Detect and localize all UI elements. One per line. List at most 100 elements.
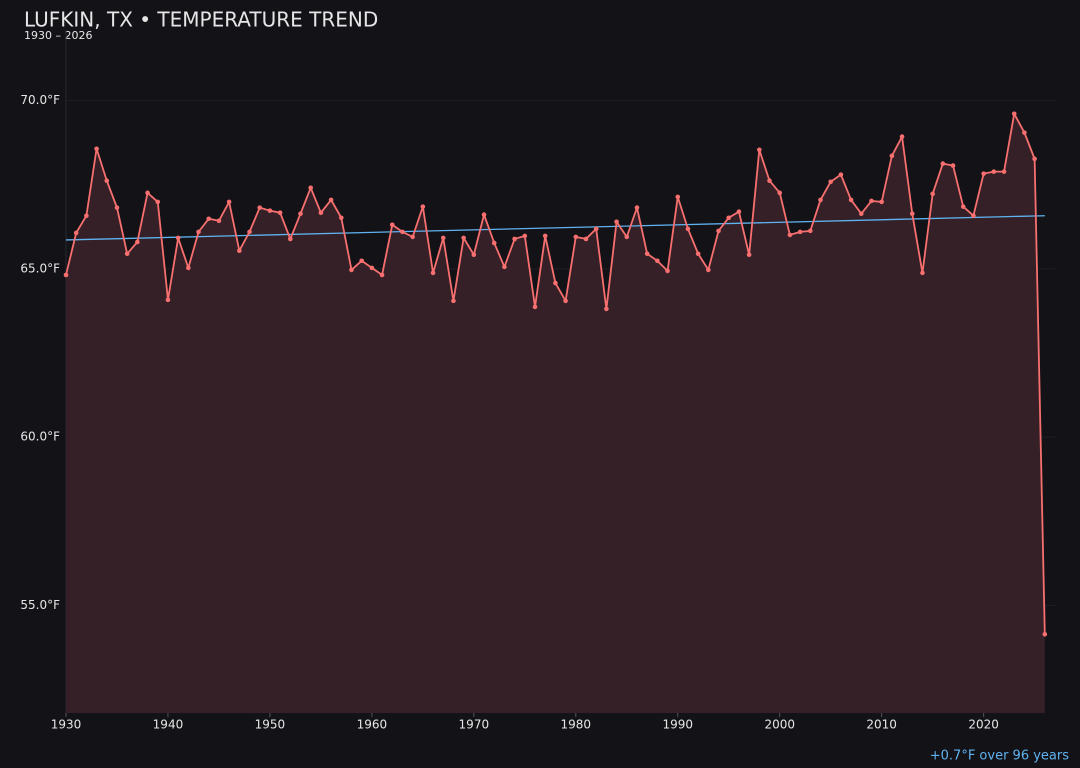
point [63,272,69,278]
point [491,240,497,246]
x-tick-label: 1940 [153,718,184,732]
point [563,298,568,304]
point [889,153,895,159]
point [899,134,905,139]
point [165,297,171,303]
point [512,236,517,242]
point [583,236,589,242]
x-tick-label: 2000 [764,718,795,732]
point [665,268,670,274]
y-tick-label: 55.0°F [20,598,60,612]
point [440,235,446,241]
point [104,178,110,184]
point [338,215,344,221]
point [634,205,640,210]
point [400,229,405,235]
point [1011,111,1017,117]
point [777,190,783,196]
point [308,185,314,191]
point [502,264,507,270]
point [267,208,273,213]
point [930,191,935,197]
point [379,272,385,278]
point [960,204,966,209]
point [736,209,742,214]
point [797,229,803,235]
x-tick-label: 2010 [866,718,897,732]
point [135,239,140,245]
point [114,205,120,210]
point [389,222,395,228]
point [124,251,130,257]
point [828,179,833,185]
point [216,218,222,224]
point [807,228,813,234]
point [73,230,79,236]
point [879,199,884,205]
point [1001,169,1007,174]
point [175,235,181,241]
point [716,228,721,234]
y-tick-label: 60.0°F [20,430,60,444]
x-tick-label: 1990 [662,718,693,732]
point [695,251,701,257]
area [66,113,1045,713]
point [573,234,579,240]
point [420,204,426,209]
x-tick-label: 2020 [968,718,999,732]
y-tick-label: 65.0°F [20,261,60,275]
point [950,163,956,168]
point [318,210,324,215]
point [920,270,925,276]
trend-line [65,215,1045,241]
point [359,258,364,264]
point [257,205,263,210]
point [247,229,252,235]
point [369,265,375,271]
point [461,235,466,241]
point [186,265,191,271]
point [746,252,752,258]
point [410,234,415,240]
chart-subtitle: 1930 – 2026 [24,29,92,42]
point [869,198,874,204]
point [787,232,793,238]
point [858,211,864,217]
point [971,213,976,219]
point [818,197,823,203]
x-tick-label: 1970 [459,718,490,732]
x-tick-label: 1960 [357,718,388,732]
point [991,169,997,174]
point [726,215,732,221]
point [522,233,528,239]
point [624,234,630,240]
point [155,199,161,205]
x-tick-label: 1930 [51,718,82,732]
point [328,197,334,203]
point [685,226,691,232]
point [451,298,456,304]
point [1032,156,1037,162]
point [757,147,762,153]
point [542,233,548,239]
point [226,199,232,205]
point [909,211,915,217]
point [471,252,477,258]
point [277,210,283,215]
point [237,248,242,254]
point [848,197,854,203]
point [553,280,558,286]
trend-annotation: +0.7°F over 96 years [930,749,1069,764]
point [145,190,150,196]
point [84,213,89,219]
point [430,270,436,276]
chart-title: LUFKIN, TX • TEMPERATURE TREND [24,8,378,32]
point [1022,130,1027,135]
point [981,171,986,176]
point [838,172,844,177]
point [206,216,212,222]
point [1042,631,1048,637]
y-tick-label: 70.0°F [20,93,60,107]
point [298,211,303,217]
